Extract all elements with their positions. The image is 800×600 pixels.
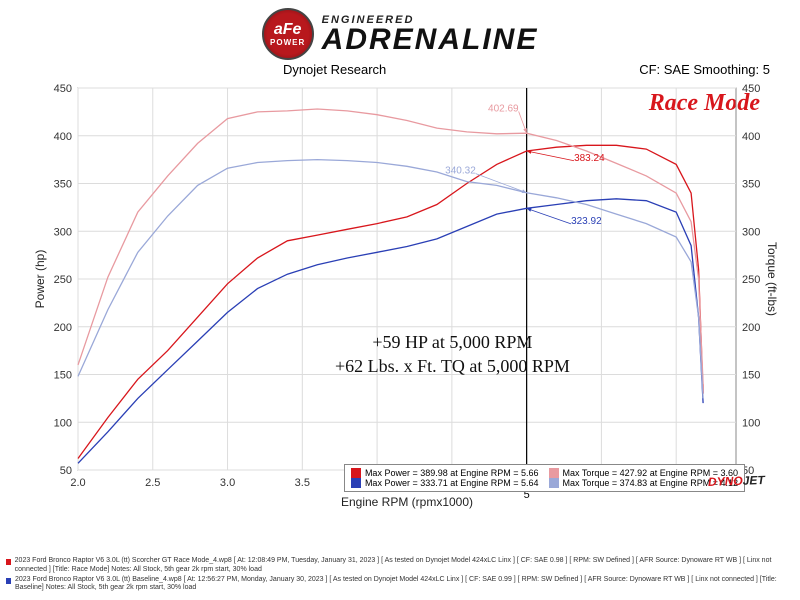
logo-afe-text: aFe xyxy=(274,22,302,38)
dyno-chart: 5050100100150150200200250250300300350350… xyxy=(30,82,780,510)
dynojet-dyno: DYNO xyxy=(708,474,743,489)
svg-text:300: 300 xyxy=(742,226,760,238)
svg-text:3.5: 3.5 xyxy=(295,477,310,489)
legend-swatch xyxy=(351,478,361,488)
dynojet-jet: JET xyxy=(743,473,765,488)
svg-text:250: 250 xyxy=(54,274,72,286)
svg-text:400: 400 xyxy=(54,131,72,143)
svg-text:340.32: 340.32 xyxy=(445,166,476,177)
footer-dot xyxy=(6,559,11,565)
footer-dot xyxy=(6,578,11,584)
gains-line-2: +62 Lbs. x Ft. TQ at 5,000 RPM xyxy=(335,354,570,378)
footer-notes: 2023 Ford Bronco Raptor V6 3.0L (tt) Sco… xyxy=(6,557,794,594)
legend-swatch xyxy=(549,478,559,488)
svg-text:200: 200 xyxy=(54,322,72,334)
svg-text:100: 100 xyxy=(742,417,760,429)
svg-text:350: 350 xyxy=(742,179,760,191)
svg-text:350: 350 xyxy=(54,179,72,191)
svg-text:Engine RPM (rpmx1000): Engine RPM (rpmx1000) xyxy=(341,495,473,509)
svg-text:2.5: 2.5 xyxy=(145,477,160,489)
cf-label: CF: SAE Smoothing: 5 xyxy=(639,62,770,77)
header: aFe POWER ENGINEERED ADRENALINE xyxy=(0,0,800,60)
legend-item: Max Power = 389.98 at Engine RPM = 5.66 xyxy=(351,468,539,478)
legend-swatch xyxy=(549,468,559,478)
legend-row: Max Power = 389.98 at Engine RPM = 5.66M… xyxy=(351,468,738,478)
svg-text:2.0: 2.0 xyxy=(70,477,85,489)
footer-text: 2023 Ford Bronco Raptor V6 3.0L (tt) Bas… xyxy=(15,576,794,594)
legend-item: Max Power = 333.71 at Engine RPM = 5.64 xyxy=(351,478,539,488)
svg-text:402.69: 402.69 xyxy=(488,103,519,114)
gains-line-1: +59 HP at 5,000 RPM xyxy=(335,330,570,354)
svg-text:400: 400 xyxy=(742,131,760,143)
chart-title: Dynojet Research xyxy=(283,62,386,77)
logo-power-text: POWER xyxy=(270,38,305,47)
svg-text:50: 50 xyxy=(60,465,72,477)
adrenaline-text: ADRENALINE xyxy=(322,26,539,55)
svg-text:450: 450 xyxy=(742,83,760,95)
gains-callout: +59 HP at 5,000 RPM +62 Lbs. x Ft. TQ at… xyxy=(335,330,570,379)
svg-text:Power (hp): Power (hp) xyxy=(33,250,47,309)
svg-text:100: 100 xyxy=(54,417,72,429)
svg-text:300: 300 xyxy=(54,226,72,238)
afe-logo-badge: aFe POWER xyxy=(262,8,314,60)
svg-text:150: 150 xyxy=(742,370,760,382)
svg-text:383.24: 383.24 xyxy=(574,153,605,164)
brand-text: ENGINEERED ADRENALINE xyxy=(322,14,539,55)
legend-row: Max Power = 333.71 at Engine RPM = 5.64M… xyxy=(351,478,738,488)
svg-text:323.92: 323.92 xyxy=(571,216,602,227)
svg-text:Torque (ft-lbs): Torque (ft-lbs) xyxy=(765,242,779,316)
chart-title-row: Dynojet Research CF: SAE Smoothing: 5 xyxy=(0,60,800,77)
legend-text: Max Power = 389.98 at Engine RPM = 5.66 xyxy=(365,468,539,478)
svg-text:3.0: 3.0 xyxy=(220,477,235,489)
footer-row: 2023 Ford Bronco Raptor V6 3.0L (tt) Bas… xyxy=(6,576,794,594)
footer-row: 2023 Ford Bronco Raptor V6 3.0L (tt) Sco… xyxy=(6,557,794,575)
legend-text: Max Power = 333.71 at Engine RPM = 5.64 xyxy=(365,478,539,488)
dynojet-logo: DYNOJET xyxy=(708,473,765,489)
svg-text:450: 450 xyxy=(54,83,72,95)
svg-text:200: 200 xyxy=(742,322,760,334)
svg-text:250: 250 xyxy=(742,274,760,286)
footer-text: 2023 Ford Bronco Raptor V6 3.0L (tt) Sco… xyxy=(15,557,794,575)
legend-swatch xyxy=(351,468,361,478)
svg-text:150: 150 xyxy=(54,370,72,382)
legend-box: Max Power = 389.98 at Engine RPM = 5.66M… xyxy=(344,464,745,492)
